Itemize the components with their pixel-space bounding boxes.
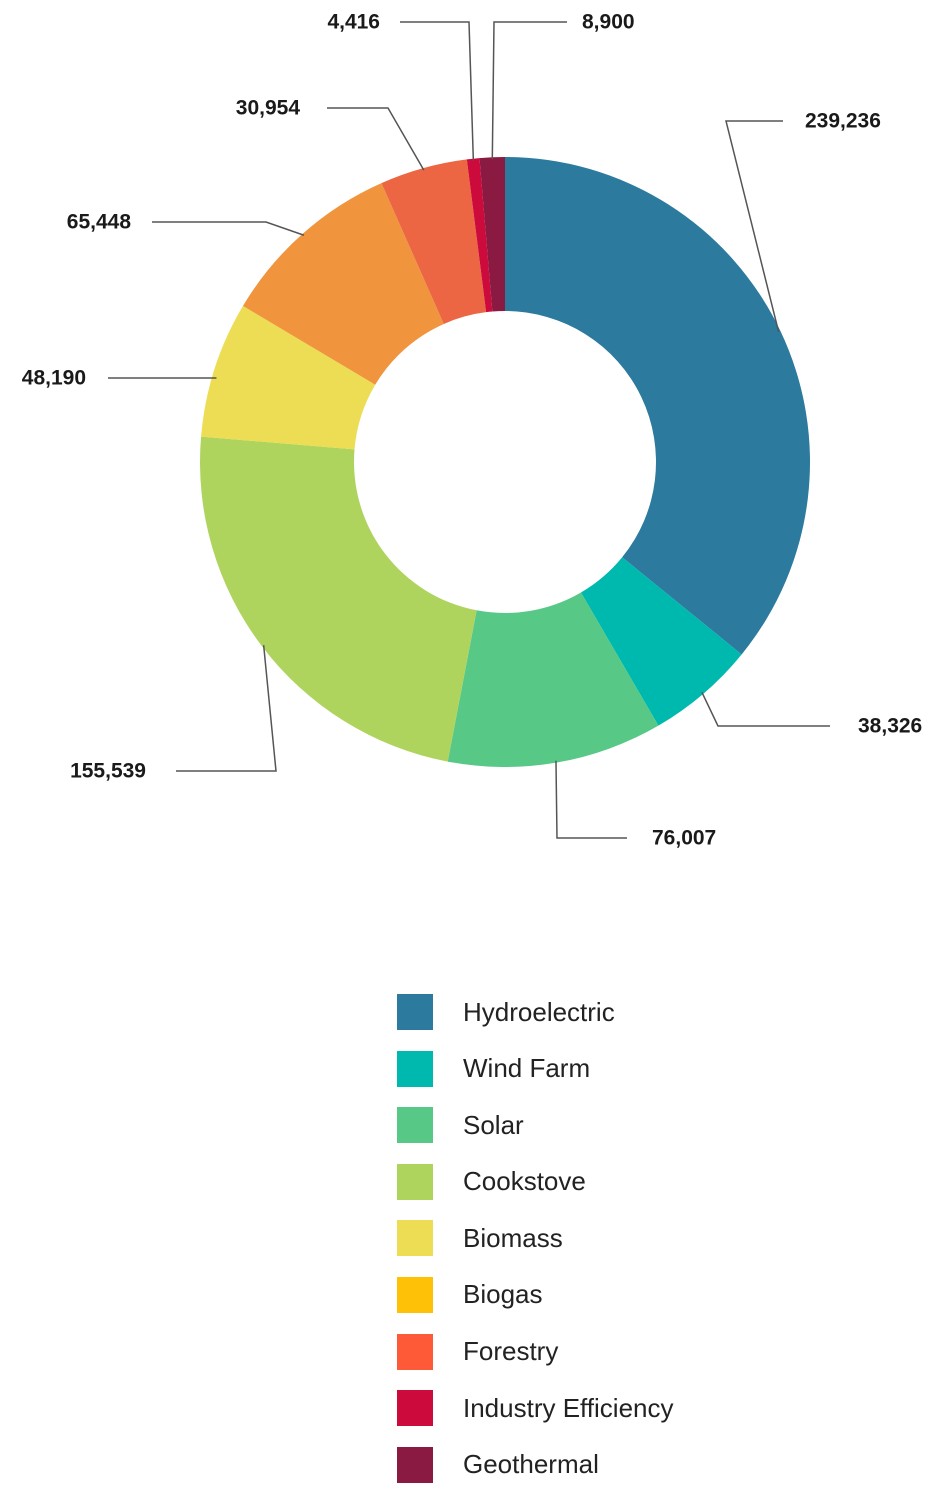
value-label-hydroelectric: 239,236 — [805, 110, 881, 133]
legend-swatch — [397, 1333, 433, 1370]
legend-swatch — [397, 1276, 433, 1313]
legend-swatch — [397, 1163, 433, 1200]
legend-label: Hydroelectric — [463, 996, 615, 1027]
legend-swatch — [397, 1050, 433, 1087]
slice-cookstove — [200, 436, 477, 762]
legend-item-biogas: Biogas — [397, 1276, 674, 1313]
legend-item-industry-efficiency: Industry Efficiency — [397, 1390, 674, 1427]
leader-lines — [108, 21, 830, 839]
slice-biogas — [242, 183, 444, 385]
donut-slices — [200, 157, 810, 767]
slice-geothermal — [479, 157, 505, 312]
value-label-wind-farm: 38,326 — [858, 715, 922, 738]
legend-label: Biomass — [463, 1222, 563, 1253]
legend-label: Cookstove — [463, 1166, 586, 1197]
leader-line-biogas — [152, 221, 305, 236]
slice-forestry — [381, 159, 487, 324]
legend-item-wind-farm: Wind Farm — [397, 1050, 674, 1087]
slice-biomass — [201, 305, 376, 450]
leader-line-industry-efficiency — [400, 21, 475, 161]
leader-line-geothermal — [491, 21, 567, 160]
legend-swatch — [397, 1107, 433, 1144]
legend-label: Wind Farm — [463, 1053, 591, 1084]
value-label-forestry: 30,954 — [236, 97, 301, 120]
slice-industry-efficiency — [466, 158, 493, 313]
chart-legend: Hydroelectric Wind Farm Solar Cookstove Biom… — [397, 994, 674, 1503]
leader-line-cookstove — [176, 645, 277, 772]
legend-swatch — [397, 994, 433, 1030]
leader-line-forestry — [327, 107, 425, 171]
legend-swatch — [397, 1390, 433, 1427]
slice-wind-farm — [580, 557, 742, 726]
legend-swatch — [397, 1220, 433, 1257]
legend-item-solar: Solar — [397, 1107, 674, 1144]
leader-line-hydroelectric — [725, 120, 783, 333]
legend-item-geothermal: Geothermal — [397, 1446, 674, 1483]
legend-item-biomass: Biomass — [397, 1220, 674, 1257]
legend-label: Biogas — [463, 1279, 543, 1310]
donut-chart: 239,236 38,326 76,007 155,539 48,190 65,448 30… — [22, 11, 922, 850]
legend-item-hydroelectric: Hydroelectric — [397, 994, 674, 1030]
legend-label: Geothermal — [463, 1449, 599, 1480]
legend-label: Solar — [463, 1109, 524, 1140]
value-label-solar: 76,007 — [652, 827, 716, 850]
value-label-biogas: 65,448 — [67, 211, 132, 234]
slice-hydroelectric — [505, 157, 810, 655]
legend-label: Forestry — [463, 1336, 559, 1367]
slice-solar — [447, 592, 659, 767]
legend-label: Industry Efficiency — [463, 1392, 674, 1423]
legend-item-cookstove: Cookstove — [397, 1163, 674, 1200]
leader-line-wind-farm — [701, 691, 830, 727]
value-label-geothermal: 8,900 — [582, 11, 635, 34]
value-label-biomass: 48,190 — [22, 367, 86, 390]
legend-item-forestry: Forestry — [397, 1333, 674, 1370]
legend-swatch — [397, 1446, 433, 1483]
value-label-industry-efficiency: 4,416 — [327, 11, 380, 34]
value-label-cookstove: 155,539 — [70, 760, 146, 783]
leader-line-solar — [555, 760, 627, 839]
value-labels: 239,236 38,326 76,007 155,539 48,190 65,448 30… — [22, 11, 922, 850]
